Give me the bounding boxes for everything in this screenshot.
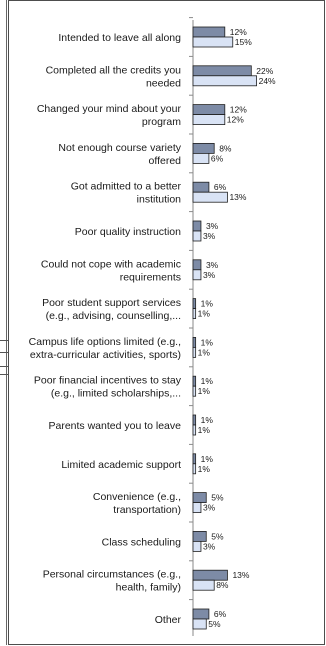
data-label: 5%: [211, 493, 224, 503]
bar-series-2: [192, 541, 202, 552]
bar-series-1: [192, 104, 226, 115]
data-label: 1%: [198, 386, 211, 396]
category-label: (e.g., advising, counselling,...: [46, 310, 181, 322]
bar-series-1: [192, 336, 197, 348]
bar-series-2: [192, 308, 197, 320]
bar-series-2: [192, 230, 202, 242]
category-label: Other: [155, 614, 182, 626]
data-label: 22%: [256, 66, 273, 76]
category-label: Class scheduling: [102, 536, 182, 548]
data-label: 1%: [198, 347, 211, 357]
bar-series-1: [192, 414, 197, 426]
bar-series-2: [192, 152, 210, 164]
data-label: 1%: [201, 376, 214, 386]
data-label: 1%: [201, 337, 214, 347]
bar-series-1: [192, 259, 202, 271]
data-label: 1%: [198, 309, 211, 319]
category-label: Parents wanted you to leave: [48, 420, 181, 432]
category-label: (e.g., limited scholarships,...: [51, 388, 181, 400]
data-label: 8%: [219, 143, 232, 153]
category-label: needed: [146, 77, 181, 89]
bar-series-2: [192, 502, 202, 514]
edge-tick: [0, 352, 8, 353]
bar-series-2: [192, 75, 257, 87]
chart-frame: [8, 0, 325, 645]
bar-series-1: [192, 375, 197, 387]
category-label: Personal circumstances (e.g.,: [43, 569, 181, 581]
category-label: health, family): [116, 582, 181, 594]
data-label: 5%: [208, 619, 221, 629]
bar-series-1: [192, 220, 202, 232]
data-label: 6%: [211, 153, 224, 163]
data-label: 12%: [227, 115, 244, 125]
category-label: Poor financial incentives to stay: [34, 375, 182, 387]
data-label: 3%: [206, 260, 219, 270]
data-label: 1%: [201, 299, 214, 309]
category-label: extra-curricular activities, sports): [30, 349, 181, 361]
category-label: Completed all the credits you: [46, 64, 182, 76]
bar-series-2: [192, 114, 226, 125]
category-label: Could not cope with academic: [41, 258, 181, 270]
data-label: 3%: [203, 541, 216, 551]
bar-series-2: [192, 618, 207, 630]
left-panel-edge: [0, 0, 8, 645]
category-label: program: [142, 116, 181, 128]
bar-series-1: [192, 26, 226, 38]
data-label: 6%: [214, 182, 227, 192]
category-label: Changed your mind about your: [37, 103, 182, 115]
bar-series-1: [192, 492, 207, 504]
bar-series-2: [192, 579, 215, 591]
bar-series-1: [192, 298, 197, 310]
edge-tick: [0, 340, 8, 341]
data-label: 1%: [201, 415, 214, 425]
bar-series-1: [192, 531, 207, 542]
bar-series-2: [192, 385, 197, 397]
edge-tick: [0, 374, 8, 375]
category-label: Not enough course variety: [58, 142, 181, 154]
category-label: transportation): [113, 504, 181, 516]
bar-series-1: [192, 608, 210, 620]
bar-series-2: [192, 346, 197, 358]
bar-series-2: [192, 463, 197, 475]
bar-series-1: [192, 569, 228, 581]
data-label: 13%: [232, 570, 249, 580]
bar-series-1: [192, 65, 252, 77]
data-label: 6%: [214, 609, 227, 619]
bar-series-1: [192, 181, 210, 193]
bar-series-1: [192, 142, 215, 154]
data-label: 13%: [229, 192, 246, 202]
category-label: Campus life options limited (e.g.,: [29, 336, 181, 348]
category-label: Got admitted to a better: [71, 181, 182, 193]
data-label: 15%: [235, 37, 252, 47]
data-label: 1%: [201, 454, 214, 464]
category-label: Poor quality instruction: [75, 226, 181, 238]
data-label: 1%: [198, 425, 211, 435]
data-label: 3%: [203, 270, 216, 280]
bar-series-2: [192, 36, 234, 48]
data-label: 3%: [203, 231, 216, 241]
data-label: 8%: [216, 580, 229, 590]
bar-series-2: [192, 424, 197, 436]
data-label: 24%: [259, 76, 276, 86]
category-label: Limited academic support: [61, 459, 181, 471]
data-label: 12%: [230, 105, 247, 115]
category-label: Convenience (e.g.,: [93, 491, 181, 503]
bar-series-2: [192, 269, 202, 281]
edge-tick: [0, 366, 8, 367]
data-label: 12%: [230, 27, 247, 37]
bar-series-1: [192, 453, 197, 465]
category-label: offered: [149, 155, 182, 167]
data-label: 3%: [206, 221, 219, 231]
data-label: 5%: [211, 531, 224, 541]
category-label: Intended to leave all along: [58, 32, 181, 44]
category-label: requirements: [120, 271, 181, 283]
data-label: 3%: [203, 503, 216, 513]
data-label: 1%: [198, 464, 211, 474]
category-label: institution: [137, 194, 182, 206]
bar-series-2: [192, 191, 228, 203]
category-label: Poor student support services: [42, 297, 181, 309]
